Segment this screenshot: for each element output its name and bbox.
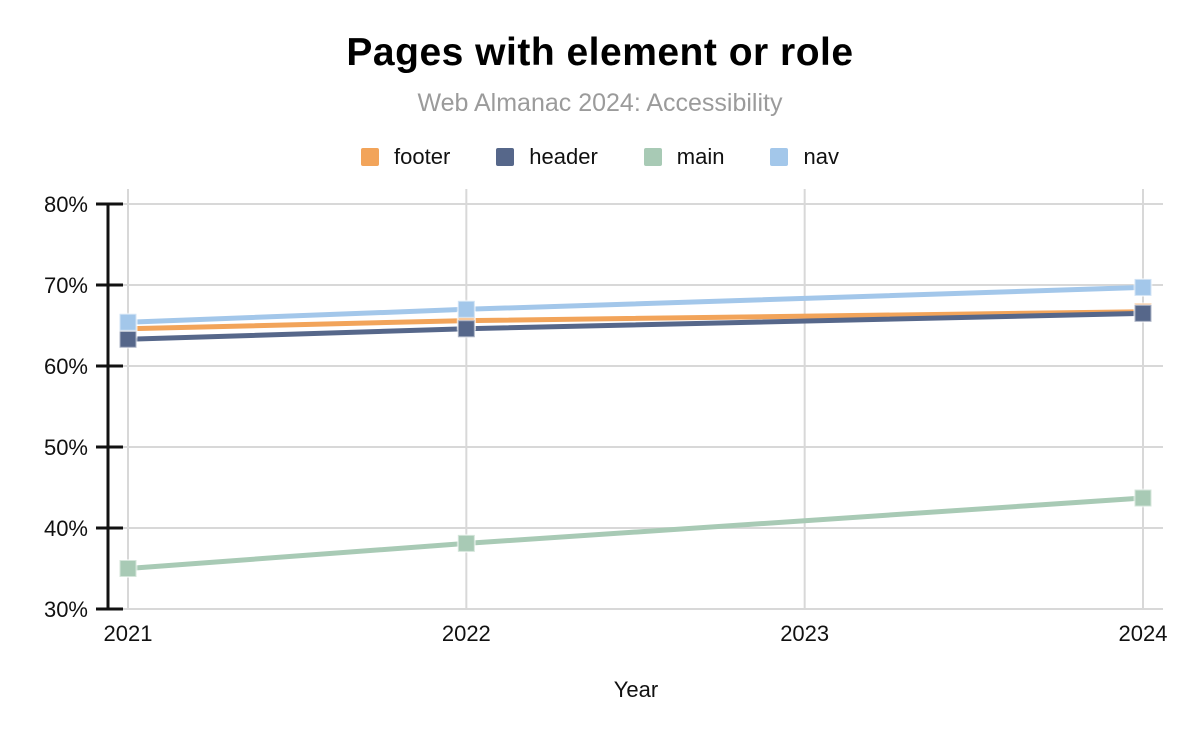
series-marker-header-2022 <box>456 319 476 339</box>
series-line-main <box>127 495 1144 571</box>
series-marker-main-2024 <box>1133 488 1153 508</box>
legend: footer header main nav <box>0 144 1200 170</box>
chart-subtitle: Web Almanac 2024: Accessibility <box>417 89 783 117</box>
x-tick-label-2021: 2021 <box>104 621 153 646</box>
legend-label-footer: footer <box>394 144 451 169</box>
legend-item-main: main <box>643 144 725 170</box>
legend-item-header: header <box>496 144 598 170</box>
series-marker-nav-2022 <box>456 299 476 319</box>
legend-item-nav: nav <box>770 144 839 170</box>
x-tick-label-2023: 2023 <box>780 621 829 646</box>
series-marker-header-2021 <box>118 329 138 349</box>
y-tick-label-60: 60% <box>44 354 88 379</box>
series-marker-nav-2024 <box>1133 277 1153 297</box>
series-marker-header-2024 <box>1133 303 1153 323</box>
legend-label-main: main <box>676 144 725 169</box>
y-tick-label-30: 30% <box>44 597 88 622</box>
y-tick-label-40: 40% <box>44 516 88 541</box>
series-marker-main-2022 <box>456 533 476 553</box>
legend-swatch-footer <box>361 148 380 166</box>
y-tick-label-50: 50% <box>44 435 88 460</box>
x-axis-title: Year <box>614 677 658 702</box>
legend-label-header: header <box>529 144 598 169</box>
series-marker-nav-2021 <box>118 312 138 332</box>
legend-label-nav: nav <box>803 144 839 169</box>
series-marker-main-2021 <box>118 559 138 578</box>
y-tick-label-70: 70% <box>44 273 88 298</box>
chart-title: Pages with element or role <box>346 31 854 74</box>
legend-swatch-main <box>643 148 662 166</box>
y-tick-label-80: 80% <box>44 192 88 217</box>
legend-item-footer: footer <box>361 144 450 170</box>
legend-swatch-nav <box>770 148 789 166</box>
x-tick-label-2022: 2022 <box>442 621 491 646</box>
legend-swatch-header <box>496 148 515 166</box>
x-tick-label-2024: 2024 <box>1119 621 1168 646</box>
